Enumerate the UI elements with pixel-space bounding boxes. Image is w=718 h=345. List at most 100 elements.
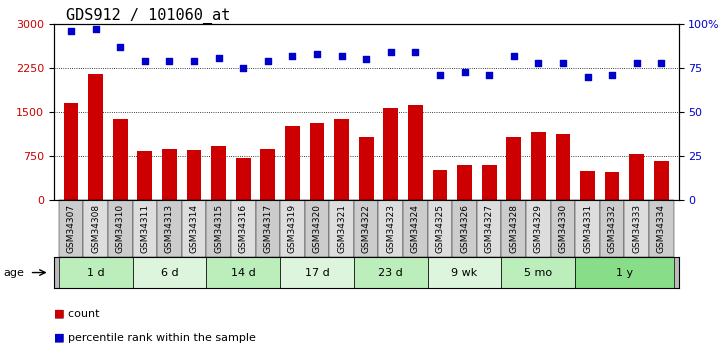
Text: 23 d: 23 d <box>378 268 403 277</box>
Point <box>65 28 77 34</box>
Text: GSM34316: GSM34316 <box>238 204 248 253</box>
Bar <box>59 200 83 257</box>
Bar <box>187 150 202 200</box>
Text: GSM34330: GSM34330 <box>559 204 567 253</box>
Text: ■ percentile rank within the sample: ■ percentile rank within the sample <box>54 333 256 343</box>
Text: GSM34317: GSM34317 <box>264 204 272 253</box>
Bar <box>556 135 570 200</box>
Bar <box>280 200 304 257</box>
Text: 1 y: 1 y <box>616 268 633 277</box>
Text: GSM34325: GSM34325 <box>435 204 444 253</box>
Bar <box>605 172 620 200</box>
Bar <box>354 257 428 288</box>
Text: GSM34331: GSM34331 <box>583 204 592 253</box>
Point <box>557 60 569 66</box>
Bar <box>477 200 501 257</box>
Text: GSM34311: GSM34311 <box>140 204 149 253</box>
Bar <box>457 165 472 200</box>
Bar <box>506 137 521 200</box>
Point <box>164 58 175 64</box>
Bar <box>629 154 644 200</box>
Bar <box>182 200 206 257</box>
Bar <box>280 257 354 288</box>
Text: GSM34333: GSM34333 <box>633 204 641 253</box>
Bar <box>580 171 595 200</box>
Text: GSM34315: GSM34315 <box>214 204 223 253</box>
Text: GSM34314: GSM34314 <box>190 204 199 253</box>
Bar <box>649 200 673 257</box>
Bar <box>64 104 78 200</box>
Point <box>533 60 544 66</box>
Bar <box>108 200 133 257</box>
Text: GSM34324: GSM34324 <box>411 204 420 253</box>
Point <box>262 58 274 64</box>
Text: 14 d: 14 d <box>231 268 256 277</box>
Bar <box>359 137 373 200</box>
Bar <box>408 105 423 200</box>
Text: GSM34321: GSM34321 <box>337 204 346 253</box>
Point <box>139 58 151 64</box>
Text: GSM34332: GSM34332 <box>607 204 617 253</box>
Text: GSM34328: GSM34328 <box>509 204 518 253</box>
Point <box>410 50 421 55</box>
Bar <box>575 200 600 257</box>
Point <box>360 57 372 62</box>
Point <box>114 44 126 50</box>
Point <box>607 72 618 78</box>
Bar <box>654 161 668 200</box>
Text: 5 mo: 5 mo <box>524 268 552 277</box>
Point <box>336 53 348 59</box>
Text: GSM34307: GSM34307 <box>67 204 75 253</box>
Bar <box>625 200 649 257</box>
Text: GSM34327: GSM34327 <box>485 204 494 253</box>
Bar <box>211 146 226 200</box>
Text: GSM34308: GSM34308 <box>91 204 100 253</box>
Point <box>286 53 298 59</box>
Text: GDS912 / 101060_at: GDS912 / 101060_at <box>66 8 230 24</box>
Bar <box>157 200 182 257</box>
Bar <box>551 200 575 257</box>
Bar <box>88 74 103 200</box>
Bar <box>531 132 546 200</box>
Text: GSM34313: GSM34313 <box>165 204 174 253</box>
Text: ■ count: ■ count <box>54 309 99 319</box>
Bar <box>162 149 177 200</box>
Bar <box>285 126 300 200</box>
Bar <box>600 200 625 257</box>
Bar <box>137 151 152 200</box>
Bar <box>231 200 256 257</box>
Bar <box>575 257 673 288</box>
Bar <box>133 257 206 288</box>
Bar <box>403 200 428 257</box>
Point <box>238 66 249 71</box>
Point <box>311 51 322 57</box>
Bar <box>261 149 275 200</box>
Text: GSM34322: GSM34322 <box>362 204 370 253</box>
Point <box>459 69 470 75</box>
Bar <box>482 165 497 200</box>
Text: 17 d: 17 d <box>304 268 330 277</box>
Bar <box>206 200 231 257</box>
Point <box>656 60 667 66</box>
Text: GSM34310: GSM34310 <box>116 204 125 253</box>
Point <box>483 72 495 78</box>
Bar <box>113 119 128 200</box>
Bar <box>383 108 398 200</box>
Bar <box>526 200 551 257</box>
Point <box>508 53 520 59</box>
Text: ■: ■ <box>54 309 65 319</box>
Bar <box>133 200 157 257</box>
Bar <box>83 200 108 257</box>
Text: 9 wk: 9 wk <box>452 268 477 277</box>
Bar <box>304 200 330 257</box>
Text: GSM34319: GSM34319 <box>288 204 297 253</box>
Bar <box>206 257 280 288</box>
Text: GSM34334: GSM34334 <box>657 204 666 253</box>
Bar <box>334 119 349 200</box>
Point <box>213 55 224 60</box>
Text: GSM34326: GSM34326 <box>460 204 469 253</box>
Text: age: age <box>4 268 24 277</box>
Point <box>385 50 396 55</box>
Bar <box>501 200 526 257</box>
Point <box>188 58 200 64</box>
